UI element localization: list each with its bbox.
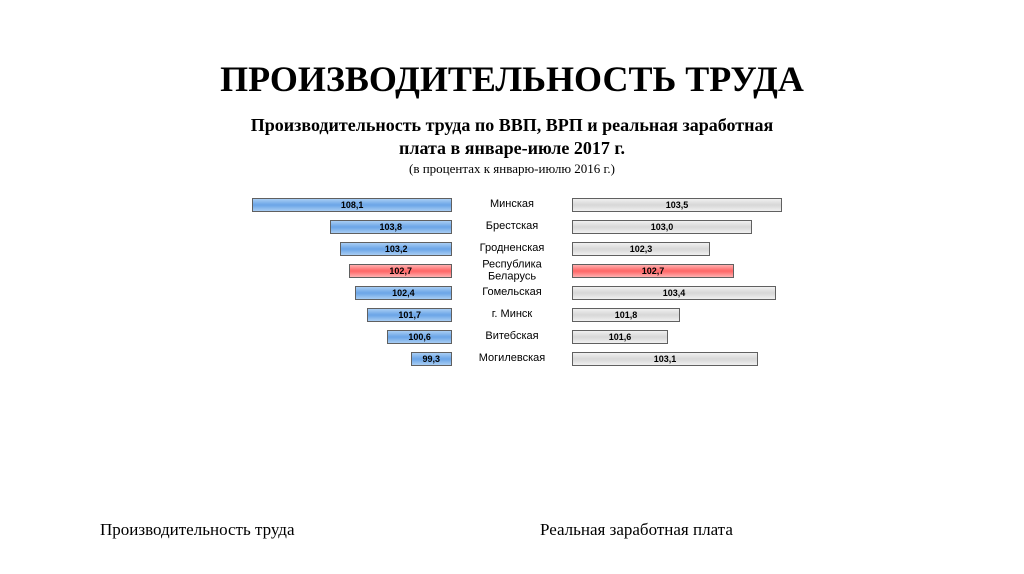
left-bar: 108,1 [252,198,452,212]
chart-subtitle: Производительность труда по ВВП, ВРП и р… [0,114,1024,159]
left-bar-value: 100,6 [388,332,451,342]
chart-row: г. Минск 101,7 101,8 [132,305,892,325]
right-bar: 103,4 [572,286,776,300]
right-bar: 102,3 [572,242,710,256]
category-label: Брестская [462,221,562,233]
category-label: Минская [462,199,562,211]
category-label: Витебская [462,331,562,343]
left-bar: 101,7 [367,308,452,322]
right-bar: 101,6 [572,330,668,344]
category-label: Могилевская [462,353,562,365]
right-bar-value: 102,7 [573,266,733,276]
right-bar: 103,5 [572,198,782,212]
left-bar: 99,3 [411,352,452,366]
left-bar-value: 103,8 [331,222,451,232]
right-bar-value: 102,3 [573,244,709,254]
page-title: ПРОИЗВОДИТЕЛЬНОСТЬ ТРУДА [0,0,1024,100]
chart-row: Гомельская 102,4 103,4 [132,283,892,303]
left-bar-value: 102,7 [350,266,451,276]
right-bar-value: 103,5 [573,200,781,210]
left-bar: 100,6 [387,330,452,344]
category-label: РеспубликаБеларусь [462,259,562,282]
left-bar-value: 101,7 [368,310,451,320]
right-bar: 101,8 [572,308,680,322]
left-bar: 103,8 [330,220,452,234]
chart-note: (в процентах к январю-июлю 2016 г.) [0,161,1024,177]
left-bar: 103,2 [340,242,452,256]
category-label: Гомельская [462,287,562,299]
left-bar-value: 108,1 [253,200,451,210]
chart-row: Минская 108,1 103,5 [132,195,892,215]
left-bar-value: 99,3 [412,354,451,364]
chart-row: Могилевская 99,3 103,1 [132,349,892,369]
right-bar-value: 103,1 [573,354,757,364]
right-bar: 103,0 [572,220,752,234]
chart-row: Гродненская 103,2 102,3 [132,239,892,259]
right-bar: 103,1 [572,352,758,366]
right-bar: 102,7 [572,264,734,278]
subtitle-line-1: Производительность труда по ВВП, ВРП и р… [251,115,774,135]
bidirectional-bar-chart: Минская 108,1 103,5 Брестская 103,8 103,0 Грод… [132,195,892,385]
left-bar: 102,4 [355,286,452,300]
right-bar-value: 103,0 [573,222,751,232]
right-bar-value: 103,4 [573,288,775,298]
right-bar-value: 101,6 [573,332,667,342]
chart-row: РеспубликаБеларусь 102,7 102,7 [132,261,892,281]
footer-label-right: Реальная заработная плата [540,520,733,540]
right-bar-value: 101,8 [573,310,679,320]
left-bar-value: 103,2 [341,244,451,254]
chart-row: Брестская 103,8 103,0 [132,217,892,237]
chart-row: Витебская 100,6 101,6 [132,327,892,347]
subtitle-line-2: плата в январе-июле 2017 г. [399,138,625,158]
category-label: Гродненская [462,243,562,255]
left-bar: 102,7 [349,264,452,278]
footer-label-left: Производительность труда [100,520,295,540]
left-bar-value: 102,4 [356,288,451,298]
category-label: г. Минск [462,309,562,321]
